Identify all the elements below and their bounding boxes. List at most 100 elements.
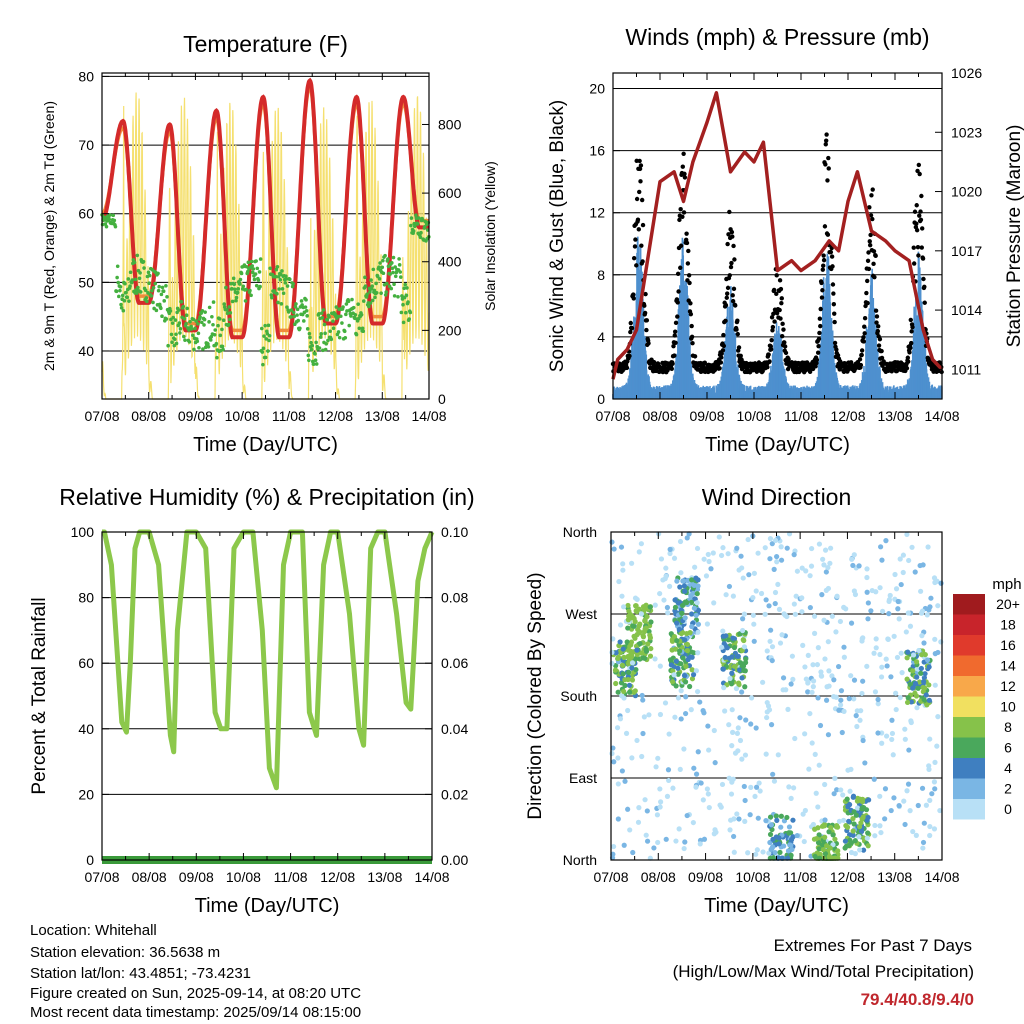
wind-direction-point xyxy=(746,572,752,578)
dewpoint-point xyxy=(275,291,279,296)
wind-direction-point xyxy=(734,811,740,817)
wind-direction-point xyxy=(823,697,830,703)
dewpoint-point xyxy=(119,306,124,310)
gust-point xyxy=(644,318,650,323)
wind-direction-point xyxy=(741,611,748,617)
wind-direction-point xyxy=(690,672,697,678)
dewpoint-point xyxy=(291,281,295,286)
wind-direction-point xyxy=(631,623,637,629)
footer-location: Location: Whitehall xyxy=(30,922,157,939)
wind-direction-point xyxy=(907,623,914,629)
wind-direction-point xyxy=(826,683,832,689)
wind-direction-point xyxy=(937,807,943,814)
gust-point xyxy=(675,314,680,319)
wind-direction-point xyxy=(840,792,846,798)
wind-direction-point xyxy=(683,663,689,669)
gust-point xyxy=(631,296,636,301)
wind-direction-point xyxy=(809,740,815,746)
wind-direction-point xyxy=(664,604,670,611)
dewpoint-point xyxy=(193,326,197,331)
wind-direction-point xyxy=(778,557,785,563)
wind-direction-point xyxy=(694,545,701,552)
wind-direction-point xyxy=(622,778,628,784)
gust-point xyxy=(738,353,743,359)
wind-direction-point xyxy=(629,665,635,671)
dewpoint-point xyxy=(182,316,187,321)
wind-direction-point xyxy=(693,668,699,674)
wind-direction-point xyxy=(803,568,809,574)
dewpoint-point xyxy=(344,312,348,317)
wind-direction-point xyxy=(838,688,845,694)
wind-direction-point xyxy=(857,847,863,853)
wind-direction-point xyxy=(845,804,851,810)
panel-3: 07/08 08/08 09/08 10/08 11/08 12/08 13/08 14/08… xyxy=(29,484,475,917)
wind-direction-point xyxy=(832,775,838,781)
dewpoint-point xyxy=(393,274,398,279)
wind-direction-point xyxy=(781,611,787,617)
wind-direction-point xyxy=(827,845,833,851)
wind-direction-point xyxy=(831,791,837,797)
dewpoint-point xyxy=(184,321,188,326)
wind-direction-point xyxy=(775,581,781,588)
dewpoint-point xyxy=(309,347,314,352)
wind-direction-point xyxy=(671,634,678,640)
gust-point xyxy=(688,311,694,317)
wind-direction-point xyxy=(682,839,688,845)
wind-direction-point xyxy=(642,618,648,624)
x-tick-label: 08/08 xyxy=(641,869,676,885)
gust-point xyxy=(684,240,690,246)
gust-point xyxy=(914,227,920,233)
y-tick-label: South xyxy=(560,688,597,704)
wind-direction-point xyxy=(912,690,918,696)
dewpoint-point xyxy=(409,223,413,228)
wind-direction-point xyxy=(879,557,885,563)
wind-direction-point xyxy=(725,637,732,643)
wind-direction-point xyxy=(646,712,652,718)
dewpoint-point xyxy=(184,313,189,318)
dewpoint-point xyxy=(374,281,378,286)
gust-point xyxy=(682,171,687,177)
wind-direction-point xyxy=(927,832,933,839)
gust-point xyxy=(867,205,872,210)
wind-direction-point xyxy=(731,816,737,822)
wind-direction-point xyxy=(826,668,832,674)
wind-direction-point xyxy=(750,612,756,618)
wind-direction-point xyxy=(609,750,615,757)
wind-direction-point xyxy=(848,766,854,772)
wind-direction-point xyxy=(673,838,679,844)
wind-direction-point xyxy=(777,849,783,856)
dewpoint-point xyxy=(397,257,401,261)
wind-direction-point xyxy=(932,579,938,586)
y-tick-label: 60 xyxy=(78,655,94,671)
gust-point xyxy=(632,244,638,249)
gust-point xyxy=(832,311,837,316)
gust-point xyxy=(734,327,739,332)
wind-direction-point xyxy=(794,832,800,839)
wind-direction-point xyxy=(632,688,638,694)
wind-direction-point xyxy=(927,823,933,830)
wind-direction-point xyxy=(779,632,785,638)
dewpoint-point xyxy=(317,312,321,316)
wind-direction-point xyxy=(851,677,858,683)
wind-direction-point xyxy=(731,849,737,855)
wind-direction-point xyxy=(725,551,731,557)
wind-direction-point xyxy=(753,851,759,857)
dewpoint-point xyxy=(176,308,181,312)
dewpoint-point xyxy=(217,317,222,321)
wind-direction-point xyxy=(831,694,837,700)
wind-direction-point xyxy=(784,545,790,551)
dewpoint-point xyxy=(381,271,386,276)
wind-direction-point xyxy=(750,595,756,601)
wind-direction-point xyxy=(665,767,672,773)
dewpoint-point xyxy=(308,335,312,340)
wind-direction-point xyxy=(690,819,696,826)
wind-direction-point xyxy=(609,539,615,545)
dewpoint-point xyxy=(135,253,140,258)
gust-point xyxy=(919,193,924,199)
wind-direction-point xyxy=(691,605,697,611)
gust-point xyxy=(765,364,770,370)
wind-direction-point xyxy=(694,600,700,606)
wind-direction-point xyxy=(732,750,739,756)
dewpoint-point xyxy=(276,300,280,305)
wind-direction-point xyxy=(764,699,770,706)
